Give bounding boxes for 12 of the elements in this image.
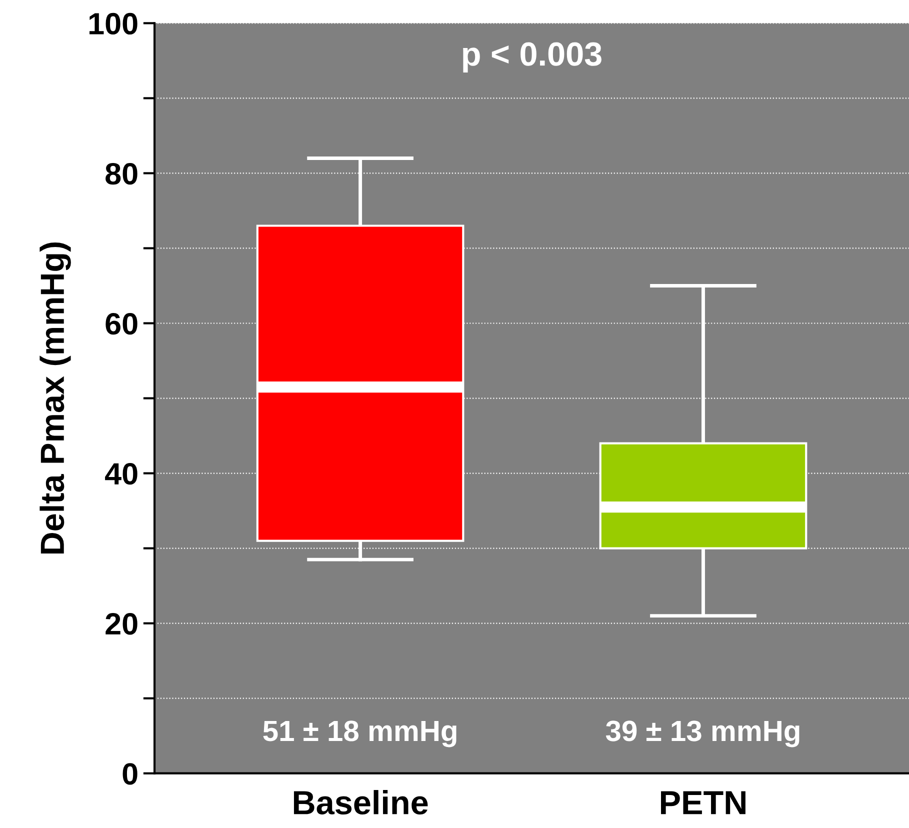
y-tick-label: 100 <box>90 12 138 35</box>
y-axis-title: Delta Pmax (mmHg) <box>40 242 71 554</box>
y-tick-label: 40 <box>105 463 138 485</box>
annotation: p < 0.003 <box>463 42 602 72</box>
y-tick-label: 80 <box>106 162 138 185</box>
x-tick-label: Baseline <box>294 790 428 815</box>
y-tick-label: 20 <box>106 613 138 635</box>
x-tick-label: PETN <box>661 791 746 814</box>
annotation: 39 ± 13 mmHg <box>606 720 800 748</box>
y-tick-label: 60 <box>106 312 138 335</box>
y-tick-label: 0 <box>122 763 138 785</box>
annotation: 51 ± 18 mmHg <box>263 720 456 748</box>
